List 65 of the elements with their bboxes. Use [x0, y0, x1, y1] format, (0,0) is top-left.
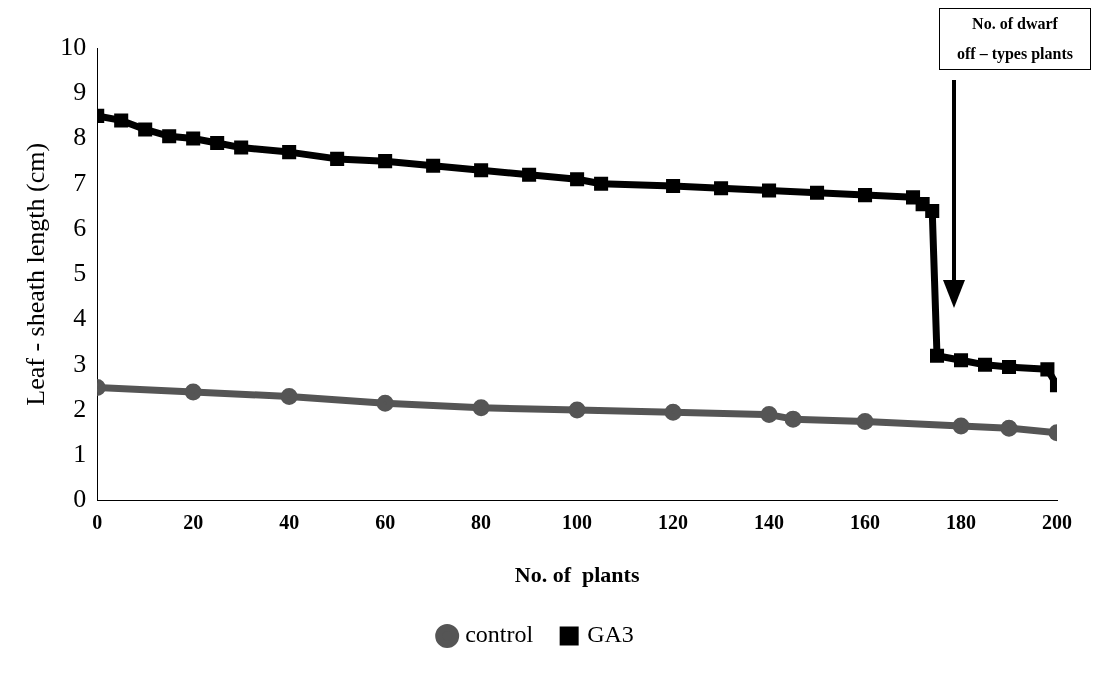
x-tick-label: 40 — [279, 510, 300, 533]
point — [953, 353, 969, 368]
x-tick-label: 60 — [375, 510, 396, 533]
point — [138, 122, 153, 137]
point — [594, 176, 609, 191]
point — [858, 188, 873, 203]
point — [1000, 419, 1018, 437]
x-tick-label: 180 — [946, 510, 977, 533]
x-tick-label: 200 — [1042, 510, 1072, 533]
point — [1040, 362, 1055, 377]
point — [114, 113, 129, 128]
point — [760, 406, 778, 424]
annotation: No. of dwarf off – types plants — [939, 8, 1091, 70]
y-tick-label: 2 — [73, 393, 87, 423]
point — [522, 167, 537, 182]
y-tick-label: 3 — [73, 348, 87, 378]
point — [925, 203, 940, 218]
point — [977, 357, 993, 372]
x-tick-label: 80 — [471, 510, 492, 533]
point — [474, 163, 489, 178]
y-axis-title: Leaf - sheath length (cm) — [21, 142, 51, 406]
point — [570, 172, 585, 187]
point — [280, 388, 298, 405]
y-tick-label: 0 — [73, 484, 87, 514]
point — [915, 197, 930, 212]
point — [184, 383, 202, 401]
point — [186, 131, 201, 146]
point — [426, 158, 441, 173]
point — [568, 401, 586, 419]
x-tick-label: 0 — [92, 510, 103, 533]
point — [282, 145, 297, 160]
point — [472, 399, 490, 417]
point — [376, 394, 394, 412]
point — [905, 190, 921, 205]
point — [810, 185, 825, 200]
legend-label: GA3 — [587, 621, 634, 648]
y-tick-label: 5 — [73, 258, 87, 288]
point — [378, 154, 393, 169]
point — [714, 181, 729, 196]
x-tick-label: 120 — [658, 510, 689, 533]
point — [234, 140, 249, 155]
x-axis-title: No. of plants — [514, 562, 640, 588]
x-tick-label: 20 — [183, 510, 204, 533]
point — [666, 179, 681, 194]
point — [952, 417, 970, 435]
y-tick-label: 9 — [73, 77, 87, 107]
point — [210, 136, 225, 151]
y-tick-label: 7 — [73, 167, 87, 197]
point — [856, 412, 874, 430]
point — [162, 129, 177, 144]
point — [784, 410, 802, 428]
y-tick-label: 4 — [73, 303, 87, 333]
point — [664, 403, 682, 421]
point — [1001, 360, 1017, 375]
point — [330, 151, 345, 166]
point — [762, 183, 777, 198]
y-tick-label: 1 — [73, 439, 87, 469]
x-tick-label: 160 — [850, 510, 881, 533]
x-tick-label: 140 — [754, 510, 785, 533]
y-tick-label: 8 — [73, 122, 87, 152]
x-tick-label: 100 — [562, 510, 593, 533]
y-tick-label: 10 — [60, 31, 87, 61]
legend-label: control — [465, 621, 534, 648]
y-tick-label: 6 — [73, 212, 87, 242]
point — [929, 348, 945, 363]
